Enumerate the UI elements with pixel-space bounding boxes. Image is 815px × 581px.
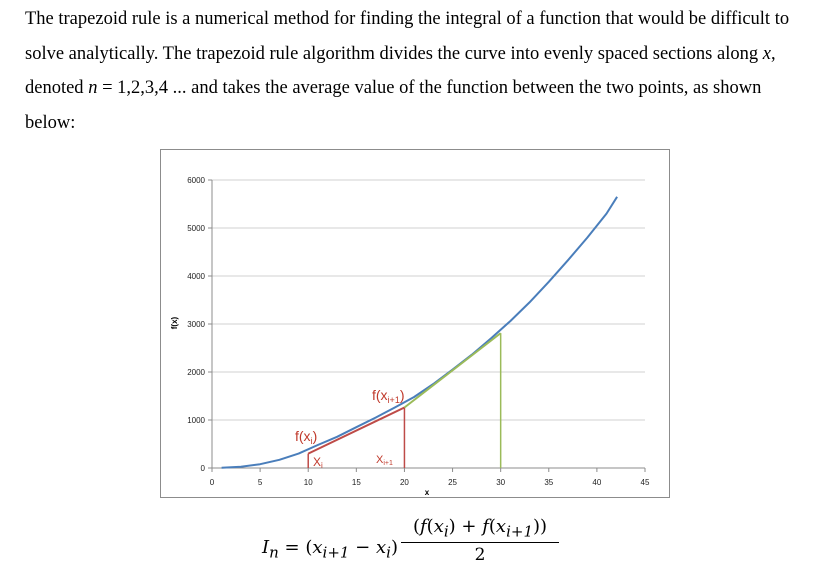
equation-denominator: 2 [474,544,486,565]
fraction-bar [401,541,559,543]
y-tick-label: 1000 [187,416,205,425]
paragraph-text-3: = 1,2,3,4 ... and takes the average valu… [25,78,762,133]
intro-paragraph: The trapezoid rule is a numerical method… [25,2,800,140]
annotation-x-i: Xi [313,455,323,470]
x-tick-label: 15 [352,478,361,487]
paragraph-text-2: , denoted [25,43,776,99]
eq-sub-i1: i+1 [322,543,350,562]
eq-x-i1: x [312,537,323,558]
eq-sub-i: i [386,543,391,562]
paragraph-text-1: The trapezoid rule is a numerical method… [25,9,790,64]
y-tick-label: 4000 [187,272,205,281]
y-tick-label: 2000 [187,368,205,377]
y-tick-label: 6000 [187,176,205,185]
x-tick-label: 30 [496,478,505,487]
x-tick-label: 40 [592,478,601,487]
x-tick-label: 10 [304,478,313,487]
eq-I: I [262,537,270,558]
secant-line-red [307,406,405,455]
annotation-fx-i: f(xi) [295,428,317,446]
x-tick-label: 45 [641,478,650,487]
trapezoid-chart: 0 1000 2000 3000 4000 5000 6000 0 5 10 15 20 25 30 35 4… [160,149,670,498]
annotation-fx-i1: f(xi+1) [372,387,405,405]
function-curve [221,196,618,469]
y-tick-label: 3000 [187,320,205,329]
x-axis-label: x [425,488,430,497]
y-tick-label: 5000 [187,224,205,233]
eq-close: ) [390,537,398,558]
x-tick-label: 0 [210,478,215,487]
equation-lhs: In = (xi+1 − xi) [262,537,398,562]
x-tick-label: 20 [400,478,409,487]
x-tick-label: 35 [544,478,553,487]
x-tick-label: 5 [258,478,263,487]
y-axis-label: f(x) [170,316,179,329]
eq-n: n [269,543,279,562]
trapezoid-equation: In = (xi+1 − xi) (f(xi) + f(xi+1)) 2 [262,516,582,576]
equation-fraction: (f(xi) + f(xi+1)) 2 [401,516,559,565]
eq-minus: − [349,537,376,558]
secant-line-green [403,332,502,409]
y-tick-label: 0 [201,464,206,473]
x-tick-label: 25 [448,478,457,487]
paragraph-var-n: n [88,78,98,98]
eq-x-i: x [375,537,387,558]
paragraph-var-x: x [762,43,771,64]
eq-equals: = ( [278,537,313,558]
annotation-x-i1: Xi+1 [376,454,393,467]
chart-svg: 0 1000 2000 3000 4000 5000 6000 0 5 10 15 20 25 30 35 4… [160,149,670,498]
equation-numerator: (f(xi) + f(xi+1)) [412,516,548,541]
